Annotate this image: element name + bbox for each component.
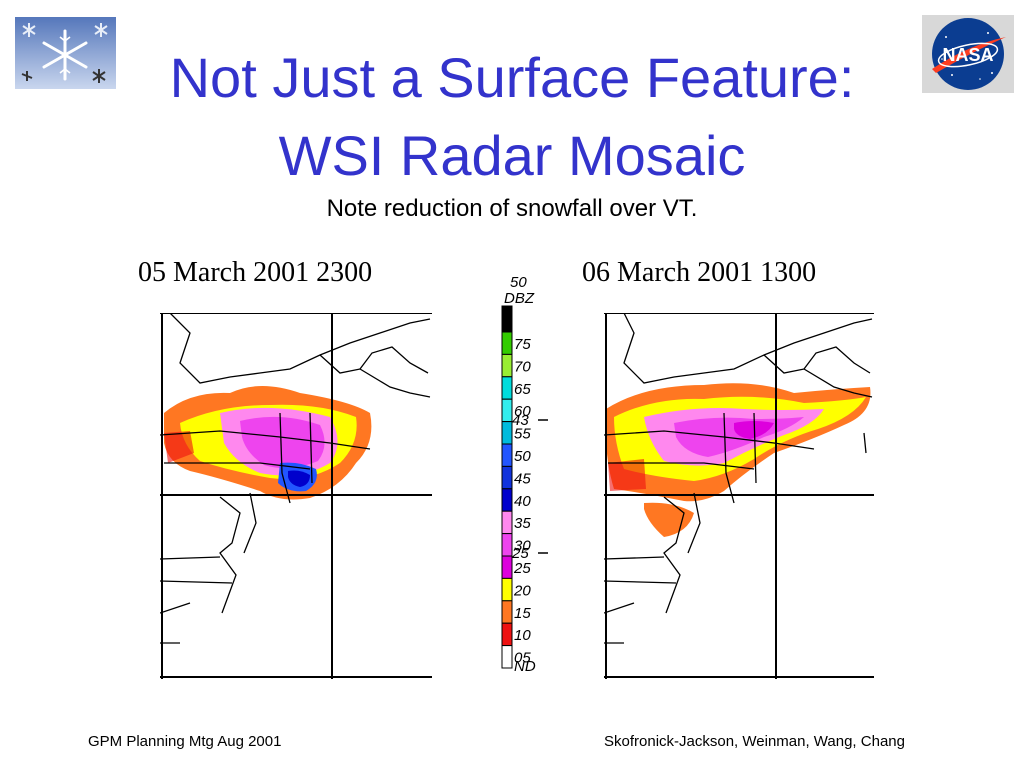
legend-top-label: 50: [510, 275, 527, 291]
legend-level-label: 50: [514, 448, 531, 465]
legend-swatch: [501, 622, 513, 647]
legend-level-label: 55: [514, 426, 531, 443]
legend-marker-low: 25: [511, 545, 529, 562]
precipitation-area: [606, 383, 871, 537]
legend-marker-high: 43: [512, 412, 529, 429]
legend-swatch: [501, 353, 513, 378]
legend-top-swatch: [501, 305, 513, 333]
left-map-caption: 05 March 2001 2300: [138, 257, 373, 288]
legend-swatch: [501, 645, 513, 669]
legend-swatch: [501, 376, 513, 400]
legend-unit: DBZ: [504, 290, 535, 307]
legend-swatch: [501, 600, 513, 624]
legend-swatch: [501, 555, 513, 579]
legend-swatch: [501, 533, 513, 557]
legend-level-label: 25: [513, 560, 531, 577]
legend-level-label: 05: [514, 650, 531, 667]
radar-map-left: [160, 313, 432, 679]
legend-swatch: [501, 421, 513, 445]
footer-authors: Skofronick-Jackson, Weinman, Wang, Chang: [604, 733, 905, 750]
slide-title-line1: Not Just a Surface Feature:: [169, 46, 855, 109]
legend-level-label: 35: [514, 515, 531, 532]
legend-bottom-label: ND: [514, 658, 536, 675]
slide-title-line2: WSI Radar Mosaic: [278, 124, 746, 187]
radar-map-right: [604, 313, 874, 679]
footer-meeting: GPM Planning Mtg Aug 2001: [88, 733, 282, 750]
precipitation-area: [164, 386, 372, 500]
nasa-logo-text: NASA: [942, 45, 993, 65]
legend-level-label: 15: [514, 605, 531, 622]
right-map-caption: 06 March 2001 1300: [582, 257, 817, 288]
legend-level-label: 20: [513, 582, 531, 599]
legend-swatch: [501, 331, 513, 355]
legend-level-label: 40: [514, 493, 531, 510]
legend-level-label: 70: [514, 358, 531, 375]
legend-level-label: 30: [514, 538, 531, 555]
legend-swatch: [501, 443, 513, 467]
legend-swatch: [501, 488, 513, 512]
legend-level-label: 10: [514, 627, 531, 644]
legend-swatch: [501, 510, 513, 535]
legend-level-label: 60: [514, 403, 531, 420]
legend-swatch: [501, 577, 513, 602]
legend-level-label: 45: [514, 470, 531, 487]
legend-level-label: 65: [514, 381, 531, 398]
nasa-logo: NASA: [922, 15, 1014, 93]
legend-level-label: 75: [514, 336, 531, 353]
slide-subtitle: Note reduction of snowfall over VT.: [326, 195, 698, 222]
legend-swatch: [501, 465, 513, 490]
snowflake-logo: [15, 17, 116, 89]
legend-swatch: [501, 398, 513, 423]
